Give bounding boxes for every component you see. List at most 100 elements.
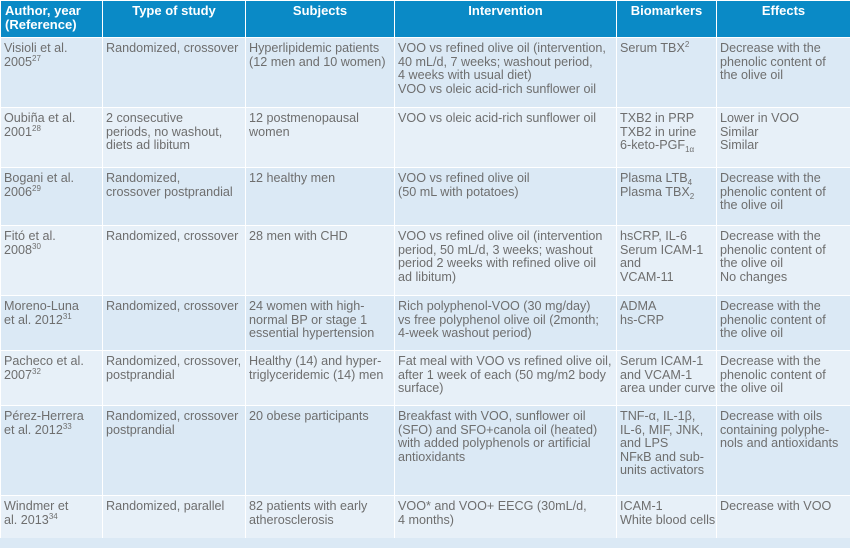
cell-line: after 1 week of each (50 mg/m2 body (398, 367, 606, 382)
cell-biomarkers: ADMA hs-CRP (616, 295, 717, 351)
cell-study: Randomized, crossover postprandial (102, 167, 246, 226)
cell-line: phenolic content of (720, 54, 826, 69)
cell-line: Fitó et al. (4, 229, 99, 244)
cell-text: area under curve (620, 381, 716, 395)
cell-line: Visioli et al. (4, 41, 99, 56)
cell-line: VOO vs refined olive oil (398, 171, 530, 185)
cell-line: Plasma LTB4 (620, 171, 713, 186)
cell-line: ICAM-1 (620, 499, 713, 514)
cell-line: ADMA (620, 299, 713, 314)
cell-line: area under curve (620, 381, 716, 396)
cell-author: Moreno-Luna et al. 201231 (0, 295, 103, 351)
cell-intervention: VOO vs refined olive oil (50 mL with pota… (394, 167, 617, 226)
cell-line: VOO vs refined olive oil (intervention (398, 229, 603, 243)
cell-subjects: 12 healthy men (245, 167, 395, 226)
cell-line: 20 obese participants (249, 409, 369, 423)
cell-text: IL-6, MIF, JNK, (620, 422, 704, 437)
cell-line: essential hypertension (249, 326, 375, 340)
cell-line: 4 weeks with usual diet) (398, 68, 532, 82)
table-row: Pacheco et al. 200732 Randomized, crossove… (0, 350, 850, 406)
header-biomarkers-label: Biomarkers (630, 3, 703, 18)
cell-subjects: 12 postmenopausal women (245, 107, 395, 168)
header-effects: Effects (716, 0, 850, 38)
cell-author: Windmer et al. 201334 (0, 495, 103, 539)
cell-study: Randomized, crossover (102, 37, 246, 108)
cell-text: Pérez-Herrera (4, 409, 84, 423)
cell-intervention: VOO vs oleic acid-rich sunflower oil (394, 107, 617, 168)
cell-text: 6-keto-PGF (620, 138, 686, 152)
cell-biomarkers: ICAM-1 White blood cells (616, 495, 717, 539)
cell-line: with added polyphenols or artificial (398, 436, 591, 450)
reference-superscript: 32 (32, 366, 41, 376)
cell-author: Bogani et al. 200629 (0, 167, 103, 226)
table-row: Pérez-Herrera et al. 201233 Randomized, cr… (0, 405, 850, 496)
cell-study: Randomized, crossover, postprandial (102, 350, 246, 406)
cell-text: units activators (620, 463, 704, 477)
cell-text: and VCAM-1 (620, 367, 693, 382)
cell-line: Decrease with the (720, 229, 821, 243)
table-row: Oubiña et al. 200128 2 consecutive periods,… (0, 107, 850, 168)
cell-line: Randomized, parallel (106, 499, 225, 513)
subscript: 1α (685, 145, 695, 154)
table-body: Visioli et al. 200527 Randomized, crossove… (0, 37, 850, 539)
cell-line: periods, no washout, (106, 124, 223, 139)
cell-effects: Decrease with the phenolic content of the … (716, 225, 850, 296)
cell-line: NFκB and sub- (620, 450, 713, 465)
table-row: Bogani et al. 200629 Randomized, crossover … (0, 167, 850, 226)
cell-intervention: VOO vs refined olive oil (intervention pe… (394, 225, 617, 296)
cell-line: atherosclerosis (249, 512, 334, 527)
cell-line: containing polyphe- (720, 422, 830, 437)
cell-line: VCAM-11 (620, 270, 713, 285)
cell-line: Similar (720, 124, 759, 139)
cell-text: 2005 (4, 54, 33, 69)
cell-text: hs-CRP (620, 312, 665, 327)
cell-subjects: Hyperlipidemic patients (12 men and 10 wo… (245, 37, 395, 108)
cell-line: VOO vs oleic acid-rich sunflower oil (398, 81, 597, 96)
cell-line: Lower in VOO (720, 111, 800, 125)
cell-line: Rich polyphenol-VOO (30 mg/day) (398, 299, 591, 313)
cell-line: 40 mL/d, 7 weeks; washout period, (398, 54, 593, 69)
cell-text: TNF-α, IL-1β, (620, 409, 696, 423)
table-row: Visioli et al. 200527 Randomized, crossove… (0, 37, 850, 108)
cell-effects: Lower in VOO Similar Similar (716, 107, 850, 168)
cell-line: Randomized, crossover (106, 409, 239, 423)
reference-superscript: 34 (48, 511, 58, 521)
cell-line: Randomized, crossover, (106, 354, 242, 368)
cell-line: IL-6, MIF, JNK, (620, 422, 713, 438)
cell-line: Serum ICAM-1 (620, 354, 713, 369)
table-row: Windmer et al. 201334 Randomized, parallel… (0, 495, 850, 539)
cell-line: Oubiña et al. (4, 111, 99, 126)
cell-text: Plasma LTB (620, 171, 688, 185)
header-intervention: Intervention (394, 0, 617, 38)
cell-line: Decrease with the (720, 299, 821, 313)
cell-line: postprandial (106, 367, 175, 382)
cell-line: 82 patients with early (249, 499, 368, 513)
cell-line: 24 women with high- (249, 299, 365, 313)
cell-author: Pérez-Herrera et al. 201233 (0, 405, 103, 496)
cell-text: Serum TBX (620, 41, 685, 55)
cell-study: 2 consecutive periods, no washout, diets a… (102, 107, 246, 168)
cell-intervention: Rich polyphenol-VOO (30 mg/day) vs free p… (394, 295, 617, 351)
cell-line: the olive oil (720, 198, 784, 212)
cell-line: Serum TBX2 (620, 41, 713, 56)
cell-line: Decrease with the (720, 354, 821, 368)
reference-superscript: 29 (32, 183, 41, 193)
cell-line: ad libitum) (398, 269, 457, 284)
cell-line: 200830 (4, 242, 99, 258)
table-row: Fitó et al. 200830 Randomized, crossover 28… (0, 225, 850, 296)
cell-subjects: 20 obese participants (245, 405, 395, 496)
cell-line: Randomized, crossover (106, 299, 239, 313)
header-effects-label: Effects (761, 3, 806, 18)
cell-line: TXB2 in urine (620, 125, 713, 140)
cell-line: (SFO) and SFO+canola oil (heated) (398, 422, 598, 437)
cell-line: the olive oil (720, 256, 784, 270)
header-subjects-label: Subjects (292, 3, 348, 18)
cell-text: 2007 (4, 367, 33, 382)
cell-line: VOO* and VOO+ EECG (30mL/d, (398, 499, 587, 513)
cell-biomarkers: Plasma LTB4 Plasma TBX2 (616, 167, 717, 226)
cell-intervention: VOO* and VOO+ EECG (30mL/d, 4 months) (394, 495, 617, 539)
cell-line: Breakfast with VOO, sunflower oil (398, 409, 586, 423)
cell-study: Randomized, crossover (102, 295, 246, 351)
cell-effects: Decrease with the phenolic content of the … (716, 167, 850, 226)
